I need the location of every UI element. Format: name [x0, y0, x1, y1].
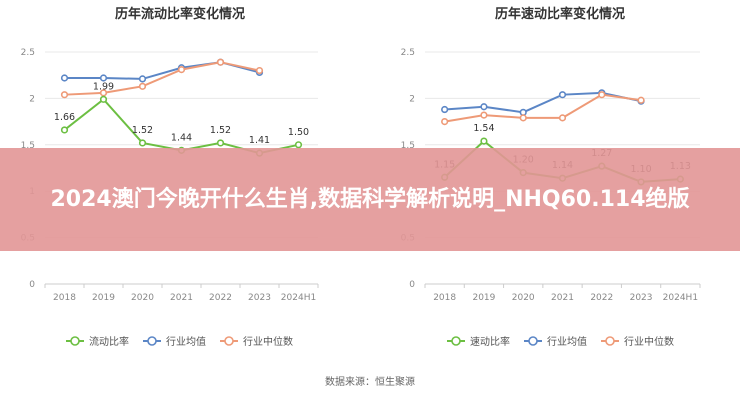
series-point	[216, 58, 225, 66]
series-point	[99, 89, 108, 97]
data-label: 1.99	[93, 81, 114, 92]
legend-marker	[528, 336, 538, 346]
chart-title: 历年流动比率变化情况	[115, 6, 245, 22]
data-label: 1.41	[249, 135, 270, 146]
series-point	[480, 137, 488, 145]
series-point	[60, 91, 69, 99]
series-line	[444, 91, 642, 114]
legend-label: 行业均值	[547, 335, 587, 348]
x-tick-label: 2022	[590, 293, 613, 303]
x-tick-label: 2021	[551, 293, 574, 303]
series-point	[99, 74, 108, 82]
series-point	[558, 91, 567, 99]
x-tick-label: 2024H1	[663, 293, 698, 303]
series-point	[480, 103, 488, 111]
y-tick-label: 1.5	[21, 141, 35, 151]
legend-label: 行业均值	[166, 335, 206, 348]
series-point	[480, 111, 488, 119]
series-point	[598, 91, 606, 99]
series-line	[444, 93, 642, 123]
legend-marker	[70, 336, 80, 346]
series-point	[216, 139, 225, 147]
data-label: 1.52	[210, 125, 231, 136]
series-point	[138, 75, 147, 83]
series-point	[441, 117, 449, 126]
data-label: 1.54	[473, 123, 494, 134]
series-point	[60, 126, 69, 134]
legend-label: 流动比率	[89, 335, 129, 348]
chart-title: 历年速动比率变化情况	[495, 6, 625, 22]
x-tick-label: 2019	[92, 293, 115, 303]
x-tick-label: 2024H1	[281, 293, 316, 303]
data-label: 1.52	[132, 125, 153, 136]
series-point	[558, 114, 567, 122]
y-tick-label: 2	[29, 94, 35, 104]
x-tick-label: 2018	[433, 293, 456, 303]
series-point	[637, 96, 645, 104]
x-tick-label: 2018	[53, 293, 76, 303]
x-tick-label: 2021	[170, 293, 193, 303]
y-tick-label: 2	[409, 94, 415, 104]
legend-marker	[224, 336, 234, 346]
legend-marker	[147, 336, 157, 346]
series-line	[64, 61, 260, 96]
x-tick-label: 2022	[209, 293, 232, 303]
data-source-note: 数据来源：恒生聚源	[325, 375, 415, 388]
data-label: 1.44	[171, 132, 192, 143]
series-point	[177, 66, 186, 74]
legend-marker	[451, 336, 461, 346]
x-tick-label: 2023	[630, 293, 653, 303]
y-tick-label: 0	[29, 280, 35, 290]
series-point	[138, 139, 147, 147]
data-label: 1.66	[54, 112, 75, 123]
x-tick-label: 2020	[131, 293, 154, 303]
series-point	[294, 141, 303, 149]
x-tick-label: 2020	[512, 293, 535, 303]
x-tick-label: 2023	[248, 293, 271, 303]
series-point	[255, 66, 264, 75]
series-point	[519, 114, 527, 122]
y-tick-label: 2.5	[401, 48, 415, 58]
y-tick-label: 1.5	[401, 141, 415, 151]
overlay-banner: 2024澳门今晚开什么生肖,数据科学解析说明_NHQ60.114绝版	[0, 148, 740, 251]
data-label: 1.50	[288, 127, 309, 138]
series-point	[519, 108, 527, 116]
legend-label: 行业中位数	[624, 335, 674, 348]
banner-headline: 2024澳门今晚开什么生肖,数据科学解析说明_NHQ60.114绝版	[50, 186, 690, 212]
series-point	[441, 105, 449, 114]
legend-label: 速动比率	[470, 335, 510, 348]
y-tick-label: 2.5	[21, 48, 35, 58]
series-point	[60, 74, 69, 82]
series-point	[138, 82, 147, 90]
series-point	[99, 95, 108, 103]
y-tick-label: 0	[409, 280, 415, 290]
legend-marker	[605, 336, 615, 346]
legend-label: 行业中位数	[243, 335, 293, 348]
x-tick-label: 2019	[472, 293, 495, 303]
